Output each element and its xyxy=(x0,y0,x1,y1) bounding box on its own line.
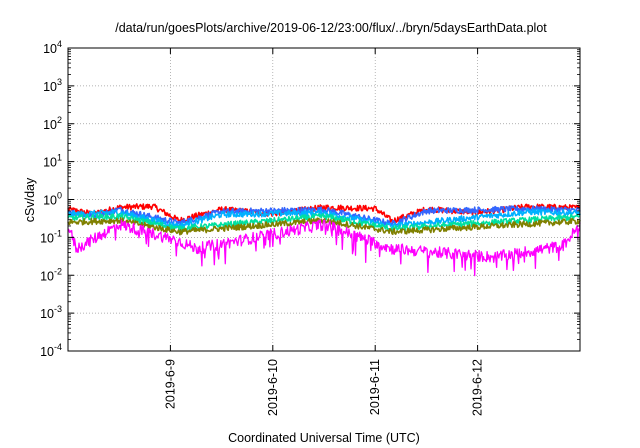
series-line-2 xyxy=(67,208,581,229)
x-tick-label: 2019-6-11 xyxy=(368,359,382,415)
ticks: 104 103 102 101 100 10-1 10-2 10-3 10-4 2019-6-9 2… xyxy=(40,39,580,416)
y-tick-label: 104 xyxy=(43,39,62,56)
series-line-0 xyxy=(67,203,581,224)
y-axis-label: cSv/day xyxy=(23,177,37,222)
y-tick-label: 103 xyxy=(43,77,62,94)
series-layer xyxy=(67,203,581,277)
y-tick-label: 10-3 xyxy=(40,304,62,321)
y-tick-label: 10-4 xyxy=(40,342,62,359)
y-tick-label: 10-2 xyxy=(40,266,62,283)
y-tick-label: 101 xyxy=(43,153,62,170)
y-tick-label: 10-1 xyxy=(40,228,62,245)
y-tick-label: 100 xyxy=(43,191,62,208)
series-line-5 xyxy=(67,219,581,277)
series-line-1 xyxy=(67,205,581,227)
chart-title: /data/run/goesPlots/archive/2019-06-12/2… xyxy=(115,21,547,35)
grid xyxy=(68,48,580,351)
x-tick-label: 2019-6-10 xyxy=(266,359,280,416)
y-tick-label: 102 xyxy=(43,115,62,132)
x-tick-label: 2019-6-12 xyxy=(471,359,485,416)
x-axis-label: Coordinated Universal Time (UTC) xyxy=(228,431,420,445)
x-tick-label: 2019-6-9 xyxy=(163,359,177,409)
series-line-3 xyxy=(67,213,581,233)
